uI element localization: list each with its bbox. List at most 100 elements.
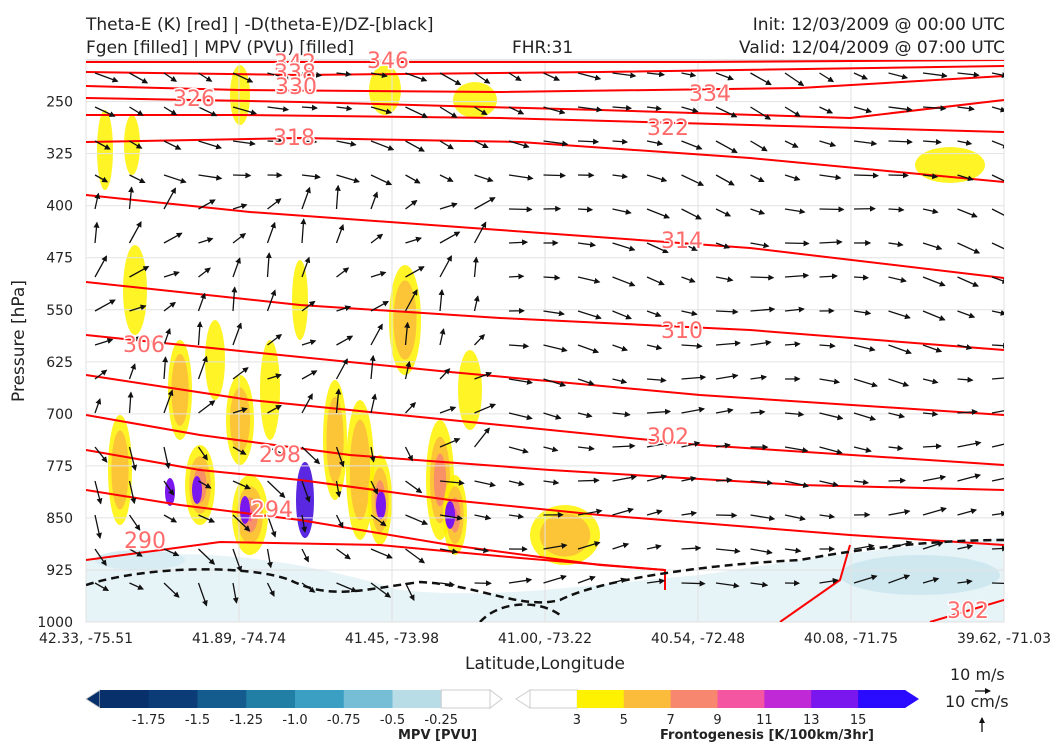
wind-vector	[369, 354, 376, 380]
wind-vector	[991, 276, 1004, 284]
wind-vector	[612, 138, 629, 145]
wind-vector	[922, 410, 939, 417]
wind-vector	[853, 106, 873, 114]
wind-vector	[163, 187, 177, 210]
wind-vector	[577, 241, 597, 248]
wind-vector	[508, 239, 529, 246]
wind-vector	[853, 479, 870, 486]
reference-vectors	[975, 688, 991, 732]
x-tick-label: 41.45, -73.98	[345, 631, 439, 647]
wind-vector	[957, 473, 982, 482]
fgen-patch	[349, 419, 371, 521]
wind-vector	[128, 480, 137, 505]
wind-vector	[853, 140, 878, 147]
mpv-colorbar-segment	[392, 690, 442, 708]
wind-vector	[646, 174, 668, 183]
fgen-patch	[458, 350, 482, 430]
fgen-patch	[453, 82, 497, 118]
wind-vector	[232, 203, 248, 210]
wind-vector	[266, 221, 276, 244]
wind-vector	[301, 446, 321, 465]
wind-vector	[129, 174, 146, 184]
fgen-colorbar-tick: 9	[713, 713, 721, 728]
wind-vector	[405, 199, 418, 210]
wind-vector	[577, 477, 600, 484]
wind-vector	[543, 344, 568, 353]
wind-vector	[922, 378, 939, 385]
wind-vector	[163, 480, 175, 496]
theta-e-contour	[86, 374, 1004, 466]
wind-vector	[267, 404, 282, 414]
wind-vector	[94, 514, 102, 539]
y-tick-label: 625	[46, 355, 73, 371]
wind-vector	[508, 206, 533, 213]
wind-vector	[819, 342, 836, 349]
wind-vector	[336, 105, 353, 112]
wind-vector	[750, 479, 774, 486]
theta-e-label: 302	[947, 599, 989, 624]
x-tick-label: 40.08, -71.75	[804, 631, 898, 647]
wind-vector	[266, 548, 273, 569]
wind-vector	[715, 547, 741, 554]
wind-vector	[612, 378, 628, 385]
y-tick-label: 925	[46, 563, 73, 579]
wind-vector	[715, 208, 732, 217]
wind-vector	[715, 442, 731, 449]
wind-vector	[370, 72, 388, 79]
wind-vector	[681, 441, 701, 448]
wind-vector	[232, 72, 254, 83]
stability-contour	[479, 603, 561, 622]
y-axis: 250 325 400 475 550 625 700 775 850 925 1000 Pressu…	[9, 95, 73, 631]
wind-vector	[163, 232, 183, 244]
wind-vector	[128, 186, 135, 210]
wind-vector	[715, 477, 733, 484]
wind-vector	[439, 174, 454, 182]
theta-e-contour	[86, 136, 1004, 183]
wind-vector	[750, 306, 776, 313]
wind-vector	[404, 582, 415, 601]
wind-vector	[439, 106, 458, 118]
wind-vector	[750, 409, 766, 416]
theta-e-label: 342	[274, 51, 316, 76]
wind-vector	[439, 72, 462, 86]
wind-vector	[163, 270, 180, 278]
wind-vector	[267, 138, 285, 145]
wind-vector	[543, 72, 561, 81]
wind-vector	[681, 208, 702, 220]
wind-vector	[232, 233, 247, 244]
wind-vector	[508, 106, 525, 115]
wind-vector	[577, 575, 596, 584]
wind-vector	[957, 543, 974, 550]
wind-vector	[197, 355, 208, 380]
wind-vector	[198, 140, 223, 150]
wind-vector	[612, 443, 636, 450]
wind-vector	[301, 514, 308, 533]
wind-vector	[991, 582, 1004, 585]
y-tick-label: 1000	[37, 615, 73, 631]
wind-vector	[543, 412, 562, 420]
colorbars: -1.75 -1.5 -1.25 -1.0 -0.75 -0.5 -0.25 3 5 7 9 11 13…	[85, 689, 919, 728]
wind-vector	[577, 508, 603, 516]
mpv-colorbar-tick: -1.5	[185, 713, 210, 728]
wind-vector	[162, 356, 169, 380]
theta-e-label: 298	[259, 443, 301, 468]
wind-vector	[336, 335, 354, 346]
mpv-colorbar-tick: -1.75	[132, 713, 166, 728]
wind-vector	[957, 105, 975, 112]
wind-vector	[922, 344, 943, 353]
wind-vector	[301, 370, 318, 380]
wind-vector	[94, 192, 101, 210]
mpv-colorbar-segment	[148, 690, 198, 708]
wind-vector	[577, 72, 602, 81]
wind-vector	[508, 446, 529, 454]
wind-vector	[784, 411, 805, 418]
fgen-colorbar-tick: 3	[573, 713, 581, 728]
wind-vector	[750, 208, 766, 215]
wind-vector	[439, 406, 457, 414]
wind-vector	[473, 427, 490, 448]
wind-vector	[127, 391, 134, 414]
wind-vector	[232, 548, 243, 573]
wind-vector	[473, 221, 487, 244]
wind-vector	[198, 199, 216, 210]
